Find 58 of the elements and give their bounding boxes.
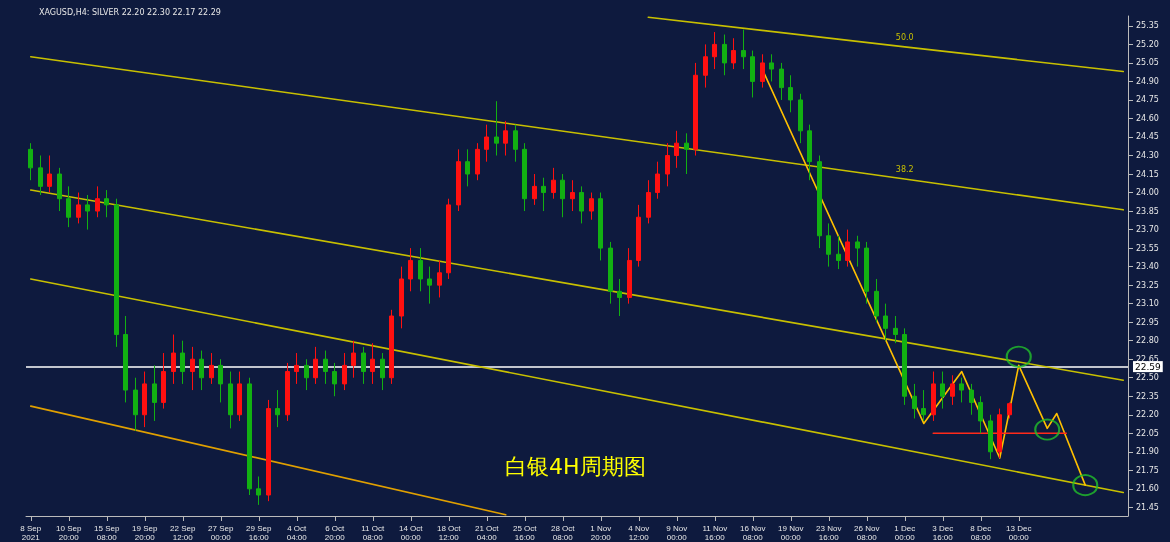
y-tick-label: 22.80 xyxy=(1136,336,1159,346)
x-tick-label: 10 Sep 20:00 xyxy=(56,524,82,542)
ref-line-label: 22.59 xyxy=(1135,361,1162,372)
y-tick-label: 22.20 xyxy=(1136,410,1159,420)
chart-title: XAGUSD,H4: SILVER 22.20 22.30 22.17 22.29 xyxy=(39,7,221,17)
x-tick-label: 1 Nov 20:00 xyxy=(590,524,612,542)
x-tick-label: 6 Oct 20:00 xyxy=(324,524,346,542)
y-tick-label: 23.40 xyxy=(1136,262,1159,272)
x-tick-label: 21 Oct 04:00 xyxy=(474,524,500,542)
y-tick-label: 23.85 xyxy=(1136,206,1159,216)
x-tick-label: 23 Nov 16:00 xyxy=(816,524,842,542)
y-tick-label: 25.05 xyxy=(1136,58,1159,68)
y-tick-label: 24.75 xyxy=(1136,95,1159,105)
y-tick-label: 21.90 xyxy=(1136,447,1159,457)
y-tick-label: 23.70 xyxy=(1136,225,1159,235)
x-tick-label: 22 Sep 12:00 xyxy=(170,524,196,542)
x-tick-label: 11 Oct 08:00 xyxy=(361,524,386,542)
x-tick-label: 3 Dec 16:00 xyxy=(932,524,954,542)
y-tick-label: 22.95 xyxy=(1136,317,1159,327)
x-tick-label: 28 Oct 08:00 xyxy=(550,524,576,542)
y-tick-label: 24.45 xyxy=(1136,132,1159,142)
y-tick-label: 21.60 xyxy=(1136,484,1159,494)
x-tick-label: 11 Nov 16:00 xyxy=(702,524,728,542)
x-tick-label: 4 Oct 04:00 xyxy=(286,524,308,542)
y-tick-label: 22.50 xyxy=(1136,373,1159,383)
x-tick-label: 4 Nov 12:00 xyxy=(628,524,650,542)
x-tick-label: 8 Dec 08:00 xyxy=(970,524,992,542)
x-tick-label: 19 Sep 20:00 xyxy=(132,524,158,542)
y-tick-label: 24.60 xyxy=(1136,113,1159,123)
x-tick-label: 19 Nov 00:00 xyxy=(778,524,804,542)
y-tick-label: 24.90 xyxy=(1136,76,1159,86)
y-tick-label: 23.25 xyxy=(1136,280,1159,290)
x-tick-label: 25 Oct 16:00 xyxy=(512,524,538,542)
x-tick-label: 16 Nov 08:00 xyxy=(740,524,766,542)
x-tick-label: 15 Sep 08:00 xyxy=(94,524,120,542)
y-tick-label: 24.15 xyxy=(1136,169,1159,179)
x-tick-label: 26 Nov 08:00 xyxy=(854,524,880,542)
y-tick-label: 23.10 xyxy=(1136,299,1159,309)
y-tick-label: 25.35 xyxy=(1136,21,1159,31)
annotation: 白银4H周期图 xyxy=(505,453,646,479)
y-tick-label: 22.35 xyxy=(1136,391,1159,401)
y-tick-label: 22.05 xyxy=(1136,428,1159,438)
x-tick-label: 9 Nov 00:00 xyxy=(666,524,688,542)
y-tick-label: 21.45 xyxy=(1136,502,1159,512)
series-label: 50.0 xyxy=(895,33,914,43)
y-tick-label: 24.30 xyxy=(1136,151,1159,161)
x-tick-label: 13 Dec 00:00 xyxy=(1006,524,1032,542)
x-tick-label: 18 Oct 12:00 xyxy=(436,524,462,542)
x-tick-label: 27 Sep 00:00 xyxy=(208,524,234,542)
x-tick-label: 8 Sep 2021 xyxy=(20,524,42,542)
x-tick-label: 1 Dec 00:00 xyxy=(894,524,916,542)
series-label: 38.2 xyxy=(895,165,914,175)
y-tick-label: 21.75 xyxy=(1136,465,1159,475)
y-tick-label: 24.00 xyxy=(1136,188,1159,198)
x-tick-label: 14 Oct 00:00 xyxy=(398,524,424,542)
y-tick-label: 23.55 xyxy=(1136,243,1159,253)
x-tick-label: 29 Sep 16:00 xyxy=(246,524,272,542)
y-tick-label: 25.20 xyxy=(1136,39,1159,49)
